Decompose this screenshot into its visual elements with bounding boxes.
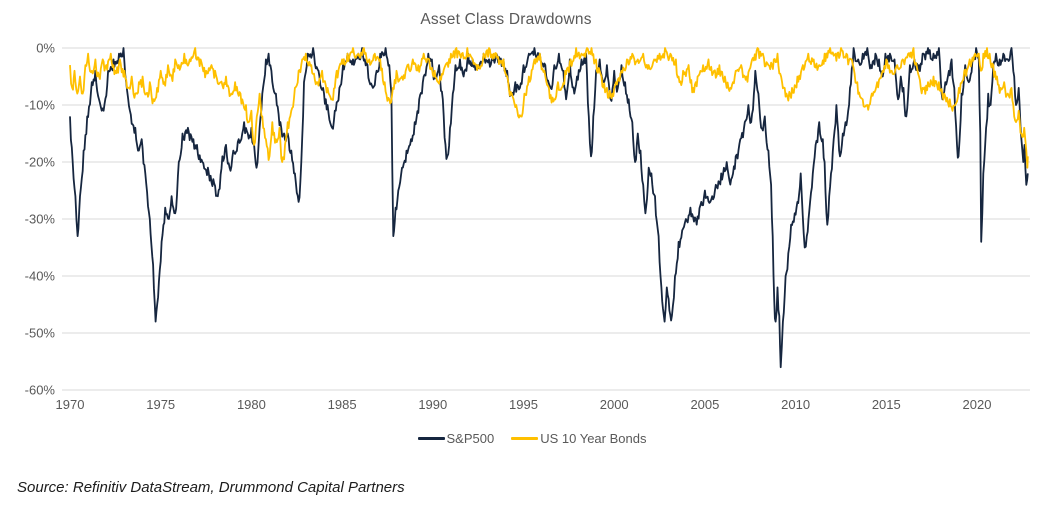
legend-item: US 10 Year Bonds — [511, 431, 646, 446]
x-tick-label: 2015 — [872, 397, 901, 412]
y-tick-label: -60% — [25, 383, 56, 398]
x-tick-label: 1985 — [328, 397, 357, 412]
legend-line-swatch — [417, 436, 445, 440]
y-tick-label: -10% — [25, 98, 56, 113]
x-tick-label: 1970 — [56, 397, 85, 412]
legend-label: US 10 Year Bonds — [540, 430, 647, 446]
legend-label: S&P500 — [446, 430, 495, 446]
x-tick-label: 1995 — [509, 397, 538, 412]
x-tick-label: 2020 — [963, 397, 992, 412]
chart-legend: S&P500 US 10 Year Bonds — [0, 428, 1064, 448]
chart-title: Asset Class Drawdowns — [420, 11, 592, 28]
x-tick-label: 1980 — [237, 397, 266, 412]
drawdown-chart-plot: 0% -10% -20% -30% -40% -50% -60%1970 1975 1980 19… — [25, 41, 1030, 412]
source-note: Source: Refinitiv DataStream, Drummond C… — [17, 479, 405, 496]
y-tick-label: 0% — [36, 41, 55, 56]
y-tick-label: -50% — [25, 326, 56, 341]
y-tick-label: -20% — [25, 155, 56, 170]
series-line-us-10-year-bonds — [69, 47, 1029, 169]
y-tick-label: -40% — [25, 269, 56, 284]
x-tick-label: 2005 — [690, 397, 719, 412]
series-line-s-p500 — [69, 47, 1029, 369]
y-tick-label: -30% — [25, 212, 56, 227]
x-tick-label: 2010 — [781, 397, 810, 412]
legend-line-swatch — [511, 436, 539, 440]
x-tick-label: 2000 — [600, 397, 629, 412]
legend-item: S&P500 — [417, 430, 495, 446]
x-tick-label: 1975 — [146, 397, 175, 412]
x-tick-label: 1990 — [418, 397, 447, 412]
